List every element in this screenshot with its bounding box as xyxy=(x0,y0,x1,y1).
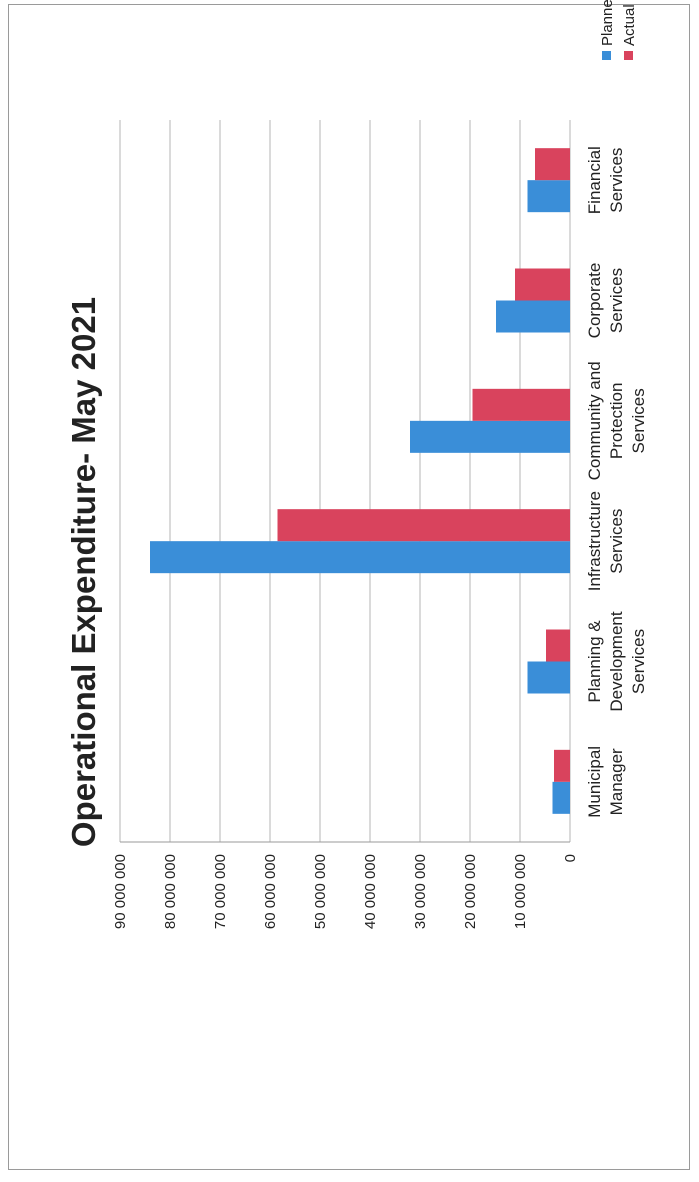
bar-planned xyxy=(552,781,570,814)
legend-swatch xyxy=(602,51,611,60)
y-tick-label: 0 xyxy=(562,854,579,862)
y-tick-label: 70 000 000 xyxy=(212,854,229,929)
category-label: Development xyxy=(607,611,626,711)
y-tick-label: 20 000 000 xyxy=(462,854,479,929)
bar-planned xyxy=(527,661,570,694)
bar-planned xyxy=(527,180,570,213)
bar-actual xyxy=(472,388,570,421)
y-tick-label: 90 000 000 xyxy=(112,854,129,929)
legend-label: Planned xyxy=(599,0,616,46)
bar-planned xyxy=(496,300,570,333)
category-label: Protection xyxy=(607,383,626,460)
bar-planned xyxy=(150,541,570,574)
bar-actual xyxy=(535,148,570,181)
category-label: Manager xyxy=(607,748,626,815)
bar-planned xyxy=(410,420,570,453)
category-label: Planning & xyxy=(585,620,604,703)
y-tick-label: 50 000 000 xyxy=(312,854,329,929)
bars-layer xyxy=(150,148,570,814)
grid-layer xyxy=(119,120,571,843)
chart-title: Operational Expenditure- May 2021 xyxy=(65,297,102,847)
category-label: Services xyxy=(629,629,648,694)
bar-actual xyxy=(277,509,570,542)
y-tick-label: 30 000 000 xyxy=(412,854,429,929)
category-label: Municipal xyxy=(585,746,604,818)
bar-actual xyxy=(515,268,570,301)
y-tick-label: 80 000 000 xyxy=(162,854,179,929)
category-label: Infrastructure xyxy=(585,491,604,591)
category-label: Services xyxy=(607,268,626,333)
legend-swatch xyxy=(624,51,633,60)
category-label: Community and xyxy=(585,361,604,480)
bar-actual xyxy=(554,749,570,782)
y-tick-label: 40 000 000 xyxy=(362,854,379,929)
category-label: Services xyxy=(607,148,626,213)
chart-frame xyxy=(8,4,690,1170)
category-label: Services xyxy=(629,388,648,453)
category-label: Financial xyxy=(585,146,604,214)
y-tick-labels: 0 10 000 000 20 000 000 30 000 000 40 000 00… xyxy=(112,854,579,929)
bar-actual xyxy=(546,629,570,662)
legend: Planned Actual xyxy=(599,0,638,60)
category-label: Corporate xyxy=(585,263,604,339)
category-label: Services xyxy=(607,509,626,574)
y-tick-label: 60 000 000 xyxy=(262,854,279,929)
legend-label: Actual xyxy=(621,4,638,46)
y-tick-label: 10 000 000 xyxy=(512,854,529,929)
